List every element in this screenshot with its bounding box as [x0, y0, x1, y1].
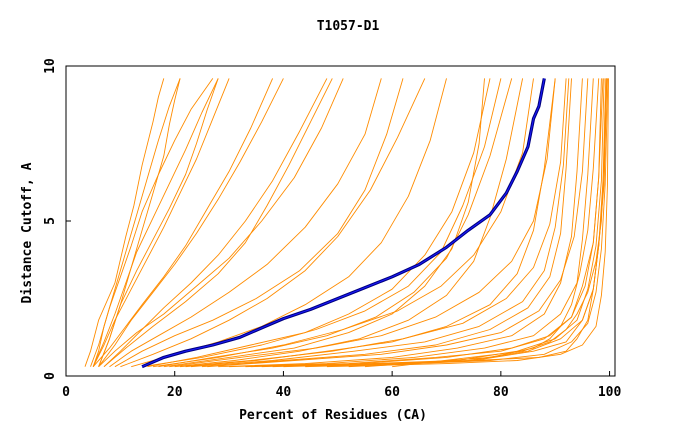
model-curve	[218, 78, 583, 368]
model-curve	[84, 78, 165, 367]
model-curve	[92, 78, 219, 367]
model-curve	[98, 78, 344, 368]
model-curve	[92, 78, 230, 367]
x-axis-label: Percent of Residues (CA)	[239, 408, 427, 423]
highlight-curve-core	[141, 78, 545, 368]
model-curve	[169, 78, 556, 368]
model-curve	[229, 78, 594, 368]
model-curves	[84, 78, 609, 368]
model-curve	[114, 78, 404, 368]
model-curve	[207, 78, 589, 368]
model-curve	[98, 78, 284, 367]
model-curve	[90, 78, 214, 367]
x-tick-label: 20	[167, 385, 183, 400]
model-curve	[261, 78, 605, 368]
highlighted-curve	[141, 78, 546, 369]
y-axis-ticks: 0 5 10	[43, 58, 71, 380]
model-curve	[245, 78, 602, 368]
y-axis-label: Distance Cutoff, A	[20, 162, 35, 303]
x-tick-label: 60	[384, 385, 400, 400]
model-curve	[326, 78, 609, 368]
y-tick-label: 10	[43, 58, 58, 74]
model-curve	[147, 78, 491, 368]
x-tick-label: 40	[276, 385, 292, 400]
y-tick-label: 5	[43, 217, 58, 225]
y-tick-label: 0	[43, 372, 58, 380]
model-curve	[142, 78, 502, 368]
model-curve	[103, 78, 328, 368]
model-curve	[180, 78, 567, 368]
model-curve	[103, 78, 333, 368]
model-curve	[272, 78, 607, 368]
model-curve	[92, 78, 274, 367]
x-tick-label: 100	[598, 385, 622, 400]
x-axis-ticks: 0 20 40 60 80 100	[62, 371, 621, 400]
model-curve	[190, 78, 570, 368]
model-curve	[98, 78, 181, 367]
model-curve	[250, 78, 604, 368]
x-tick-label: 0	[62, 385, 70, 400]
model-curve	[163, 78, 485, 368]
model-curve	[174, 78, 524, 368]
plot-frame	[65, 65, 616, 377]
model-curve	[98, 78, 219, 367]
model-curve	[109, 78, 382, 368]
model-curve	[201, 78, 572, 368]
model-curve	[305, 78, 609, 368]
chart-title: T1057-D1	[317, 19, 380, 34]
model-curve	[120, 78, 426, 368]
model-curve	[92, 78, 181, 367]
x-tick-label: 80	[493, 385, 509, 400]
